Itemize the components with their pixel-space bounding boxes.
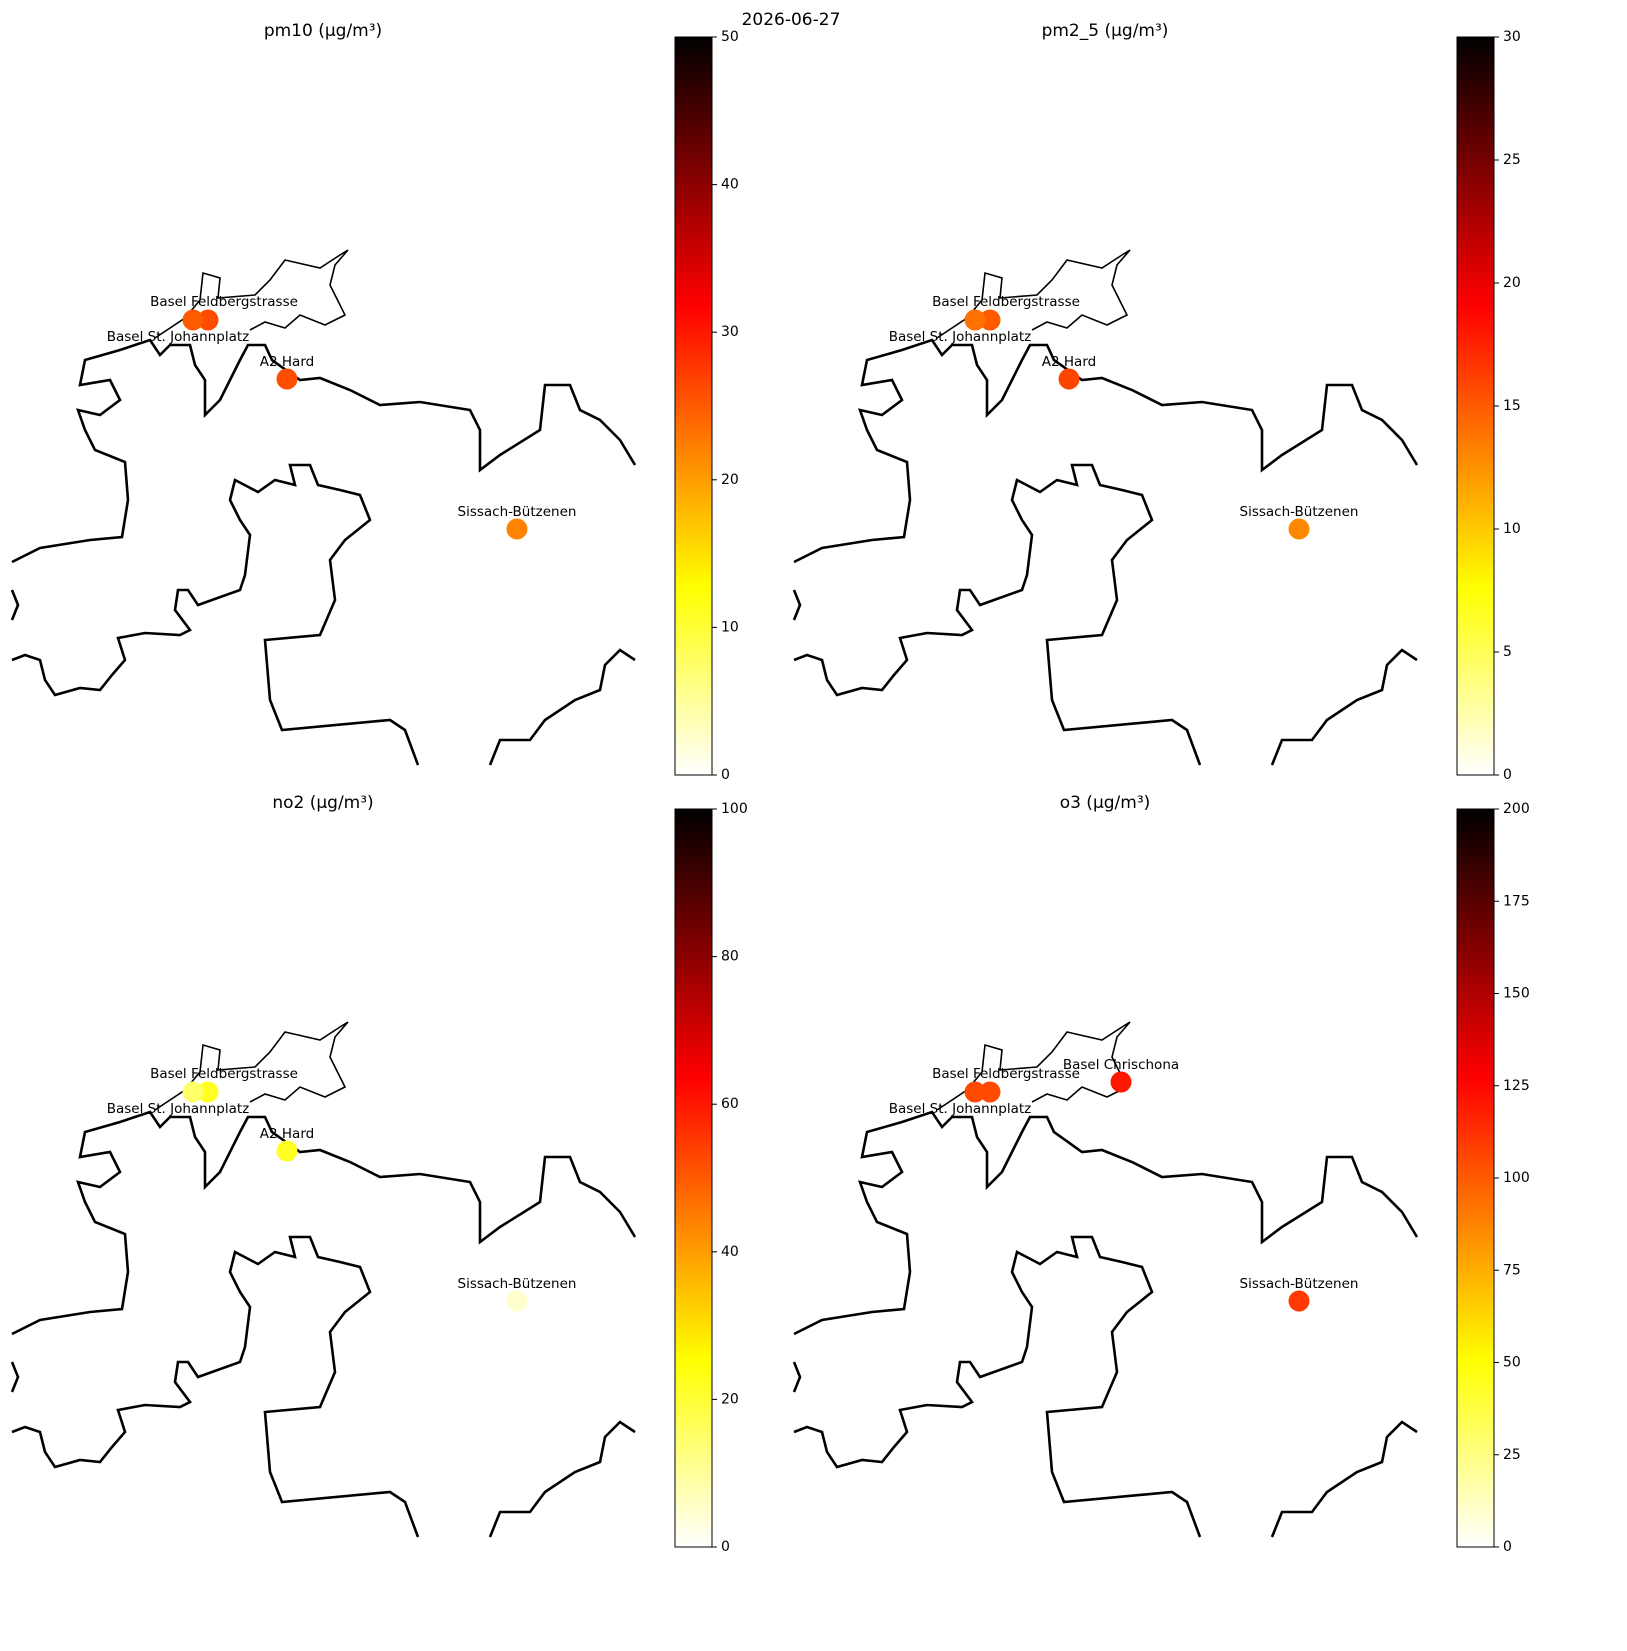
colorbar-tick-label: 40: [721, 1244, 739, 1260]
station-label: Basel St. Johannplatz: [889, 1101, 1032, 1117]
station-marker: [197, 309, 219, 331]
colorbar: [674, 36, 713, 776]
colorbar-tick-label: 0: [1503, 767, 1512, 783]
colorbar-tick-label: 0: [721, 1539, 730, 1555]
station-label: Basel Feldbergstrasse: [932, 294, 1080, 310]
station-label: Sissach-Bützenen: [1240, 1276, 1359, 1292]
colorbar-tick-label: 10: [721, 619, 739, 635]
station-label: Basel St. Johannplatz: [107, 1101, 250, 1117]
colorbar: [1456, 36, 1495, 776]
station-marker: [506, 518, 528, 540]
colorbar-tick-label: 100: [1503, 1170, 1530, 1186]
station-marker: [182, 1081, 204, 1103]
colorbar-tick-label: 20: [1503, 275, 1521, 291]
colorbar-tick-label: 75: [1503, 1262, 1521, 1278]
station-label: Basel Feldbergstrasse: [150, 294, 298, 310]
panel-title: pm2_5 (µg/m³): [1042, 21, 1169, 41]
colorbar-tick-label: 25: [1503, 1447, 1521, 1463]
station-label: A2 Hard: [260, 354, 314, 370]
colorbar-tick-label: 30: [721, 324, 739, 340]
colorbar-tick-label: 30: [1503, 29, 1521, 45]
colorbar-tick-label: 125: [1503, 1078, 1530, 1094]
colorbar-tick-label: 20: [721, 472, 739, 488]
station-marker: [979, 1081, 1001, 1103]
station-label: Basel Feldbergstrasse: [150, 1066, 298, 1082]
station-marker: [506, 1290, 528, 1312]
station-marker: [1288, 518, 1310, 540]
colorbar-tick-label: 60: [721, 1096, 739, 1112]
station-label: A2 Hard: [1042, 354, 1096, 370]
station-label: Basel Feldbergstrasse: [932, 1066, 1080, 1082]
colorbar-tick-label: 15: [1503, 398, 1521, 414]
colorbar: [674, 808, 713, 1548]
station-marker: [964, 1081, 986, 1103]
station-label: Basel Chrischona: [1063, 1057, 1179, 1073]
colorbar-tick-label: 40: [721, 177, 739, 193]
colorbar-tick-label: 25: [1503, 152, 1521, 168]
station-marker: [1058, 368, 1080, 390]
panel-title: no2 (µg/m³): [272, 793, 373, 813]
station-label: A2 Hard: [260, 1126, 314, 1142]
colorbar-tick-label: 150: [1503, 986, 1530, 1002]
station-marker: [1110, 1071, 1132, 1093]
station-label: Sissach-Bützenen: [1240, 504, 1359, 520]
station-label: Sissach-Bützenen: [458, 1276, 577, 1292]
colorbar-tick-label: 0: [721, 767, 730, 783]
station-marker: [276, 368, 298, 390]
station-marker: [182, 309, 204, 331]
panel-title: o3 (µg/m³): [1060, 793, 1151, 813]
station-label: Sissach-Bützenen: [458, 504, 577, 520]
station-label: Basel St. Johannplatz: [107, 329, 250, 345]
colorbar-tick-label: 175: [1503, 893, 1530, 909]
colorbar-tick-label: 10: [1503, 521, 1521, 537]
station-label: Basel St. Johannplatz: [889, 329, 1032, 345]
station-marker: [276, 1140, 298, 1162]
station-marker: [197, 1081, 219, 1103]
station-marker: [1288, 1290, 1310, 1312]
colorbar-tick-label: 50: [721, 29, 739, 45]
colorbar-tick-label: 100: [721, 801, 748, 817]
colorbar: [1456, 808, 1495, 1548]
colorbar-tick-label: 50: [1503, 1355, 1521, 1371]
colorbar-tick-label: 0: [1503, 1539, 1512, 1555]
colorbar-tick-label: 80: [721, 949, 739, 965]
station-marker: [979, 309, 1001, 331]
panel-title: pm10 (µg/m³): [264, 21, 382, 41]
colorbar-tick-label: 5: [1503, 644, 1512, 660]
colorbar-tick-label: 20: [721, 1391, 739, 1407]
station-marker: [964, 309, 986, 331]
colorbar-tick-label: 200: [1503, 801, 1530, 817]
figure-title: 2026-06-27: [742, 10, 841, 30]
